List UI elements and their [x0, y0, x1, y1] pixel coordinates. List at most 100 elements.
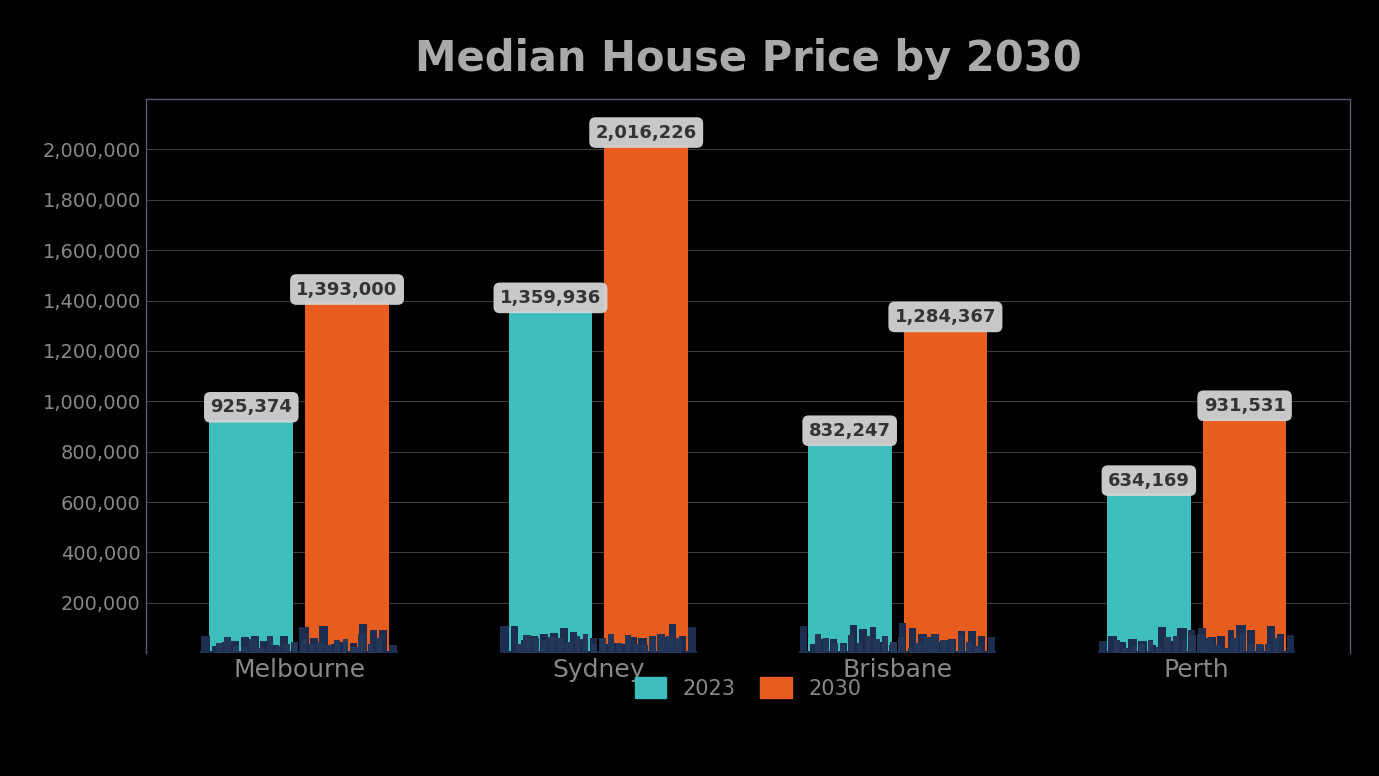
Bar	[688, 628, 696, 653]
Bar	[1178, 628, 1186, 653]
Bar	[375, 638, 382, 653]
Bar	[958, 631, 965, 653]
Bar	[570, 632, 578, 653]
Bar	[541, 640, 546, 653]
Bar	[931, 634, 939, 653]
Bar	[241, 636, 248, 653]
Bar	[889, 645, 896, 653]
Bar	[499, 651, 698, 653]
Bar	[1248, 643, 1255, 653]
Bar	[666, 636, 673, 653]
Bar	[1231, 639, 1238, 653]
Bar	[823, 639, 829, 653]
Bar	[917, 634, 927, 653]
Bar	[1229, 629, 1234, 653]
Bar	[949, 641, 956, 653]
Bar	[299, 628, 309, 653]
Bar	[225, 637, 232, 653]
Bar	[1214, 646, 1222, 653]
Bar	[909, 629, 916, 653]
Bar	[590, 638, 597, 653]
Bar	[608, 634, 615, 653]
Bar	[1128, 639, 1136, 653]
Bar	[579, 639, 589, 653]
Bar	[947, 639, 956, 653]
Bar	[565, 642, 572, 653]
Bar	[509, 310, 593, 653]
Bar	[222, 643, 229, 653]
Bar	[521, 640, 527, 653]
Bar	[1182, 640, 1187, 653]
Bar	[360, 624, 367, 653]
Bar	[840, 643, 847, 653]
Bar	[251, 636, 259, 653]
Text: 2,016,226: 2,016,226	[596, 123, 696, 141]
Bar	[350, 647, 357, 653]
Bar	[592, 644, 597, 653]
Bar	[1208, 637, 1215, 653]
Bar	[1098, 651, 1295, 653]
Bar	[379, 630, 387, 653]
Bar	[1120, 642, 1127, 653]
Bar	[531, 636, 538, 653]
Bar	[583, 634, 589, 653]
Bar	[939, 640, 947, 653]
Bar	[907, 648, 913, 653]
Bar	[987, 637, 996, 653]
Bar	[280, 636, 288, 653]
Bar	[1265, 644, 1271, 653]
Bar	[1266, 625, 1276, 653]
Bar	[532, 638, 539, 653]
Bar	[1123, 647, 1128, 653]
Bar	[309, 644, 314, 653]
Bar	[276, 646, 281, 653]
Bar	[1240, 634, 1247, 653]
Bar	[233, 646, 239, 653]
Bar	[889, 642, 898, 653]
Bar	[870, 627, 876, 653]
Bar	[800, 626, 807, 653]
Bar	[359, 634, 365, 653]
Bar	[808, 444, 892, 653]
Bar	[629, 636, 637, 653]
Bar	[968, 632, 976, 653]
Text: 634,169: 634,169	[1107, 472, 1190, 490]
Bar	[523, 635, 531, 653]
Bar	[978, 636, 985, 653]
Bar	[1277, 634, 1284, 653]
Bar	[241, 647, 248, 653]
Bar	[1189, 629, 1196, 653]
Bar	[541, 634, 547, 653]
Bar	[1139, 645, 1146, 653]
Bar	[1109, 636, 1117, 653]
Bar	[903, 330, 987, 653]
Bar	[819, 639, 827, 653]
Bar	[320, 625, 328, 653]
Bar	[325, 646, 332, 653]
Bar	[575, 636, 581, 653]
Bar	[965, 643, 972, 653]
Bar	[560, 629, 568, 653]
Bar	[957, 635, 964, 653]
Bar	[1247, 630, 1255, 653]
Bar	[598, 644, 608, 653]
Bar	[974, 646, 980, 653]
Bar	[550, 633, 558, 653]
Bar	[866, 636, 870, 653]
Bar	[638, 638, 648, 653]
Bar	[1149, 646, 1156, 653]
Bar	[815, 634, 821, 653]
Bar	[858, 643, 862, 653]
Bar	[880, 642, 885, 653]
Bar	[916, 643, 923, 653]
Bar	[1197, 629, 1205, 653]
Bar	[1222, 648, 1230, 653]
Bar	[268, 636, 273, 653]
Bar	[1287, 635, 1295, 653]
Bar	[1156, 647, 1162, 653]
Bar	[1202, 418, 1287, 653]
Bar	[212, 646, 219, 653]
Bar	[342, 639, 348, 653]
Text: 925,374: 925,374	[211, 398, 292, 416]
Bar	[510, 626, 519, 653]
